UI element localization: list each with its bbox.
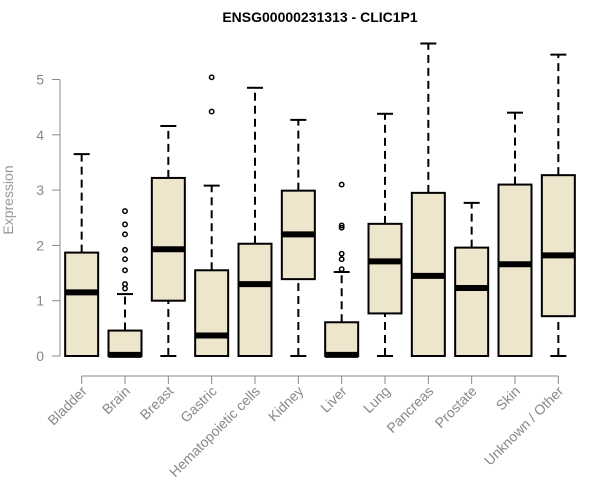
outlier-point	[338, 222, 345, 229]
x-tick-label: Liver	[317, 383, 350, 416]
outlier-point	[208, 108, 215, 115]
box-breast	[150, 124, 186, 357]
box-iqr	[64, 251, 100, 358]
chart-title: ENSG00000231313 - CLIC1P1	[222, 9, 418, 25]
x-tick-label: Brain	[99, 383, 133, 417]
x-tick-label: Prostate	[432, 383, 480, 431]
x-tick-label: Unknown / Other	[481, 383, 567, 469]
outlier-point	[122, 208, 128, 215]
box-iqr	[324, 321, 360, 357]
outlier-point	[338, 224, 345, 231]
x-tick-label: Breast	[137, 383, 177, 423]
box-lung	[367, 112, 403, 357]
x-tick-label: Gastric	[177, 383, 220, 426]
outlier-point	[122, 221, 128, 228]
box-gastric	[194, 74, 230, 357]
y-tick-label: 0	[36, 348, 44, 364]
outlier-point	[208, 74, 215, 81]
box-bladder	[64, 153, 100, 358]
plot-area	[64, 42, 576, 358]
x-tick-label: Bladder	[44, 383, 90, 429]
box-iqr	[454, 246, 490, 357]
x-tick-label: Lung	[360, 383, 393, 416]
outlier-point	[338, 250, 345, 257]
y-tick-label: 2	[36, 237, 44, 253]
box-iqr	[150, 176, 186, 302]
y-axis: 0 1 2 3 4 5	[36, 72, 61, 364]
y-tick-label: 1	[36, 293, 44, 309]
box-iqr	[497, 183, 533, 357]
outlier-point	[338, 266, 345, 273]
box-skin	[497, 111, 533, 357]
box-iqr	[540, 174, 576, 318]
y-axis-label: Expression	[0, 165, 16, 234]
outlier-point	[122, 281, 128, 288]
x-tick-label: Skin	[493, 383, 524, 414]
box-kidney	[280, 118, 316, 357]
box-hematopoietic-cells	[237, 86, 273, 357]
outlier-point	[122, 256, 128, 263]
y-tick-label: 3	[36, 182, 44, 198]
outlier-point	[122, 267, 128, 274]
box-liver	[324, 181, 360, 358]
x-tick-label: Kidney	[265, 383, 307, 425]
box-pancreas	[410, 42, 446, 357]
box-iqr	[107, 329, 143, 358]
outlier-point	[122, 246, 128, 253]
outlier-point	[338, 256, 345, 263]
y-tick-label: 4	[36, 127, 44, 143]
box-brain	[107, 208, 143, 358]
box-prostate	[454, 201, 490, 357]
box-iqr	[367, 222, 403, 315]
box-unknown-other	[540, 53, 576, 357]
outlier-point	[338, 181, 345, 188]
x-tick-label: Pancreas	[383, 383, 436, 436]
box-iqr	[194, 269, 230, 357]
box-iqr	[237, 242, 273, 357]
outlier-point	[122, 231, 128, 238]
y-tick-label: 5	[36, 72, 44, 88]
